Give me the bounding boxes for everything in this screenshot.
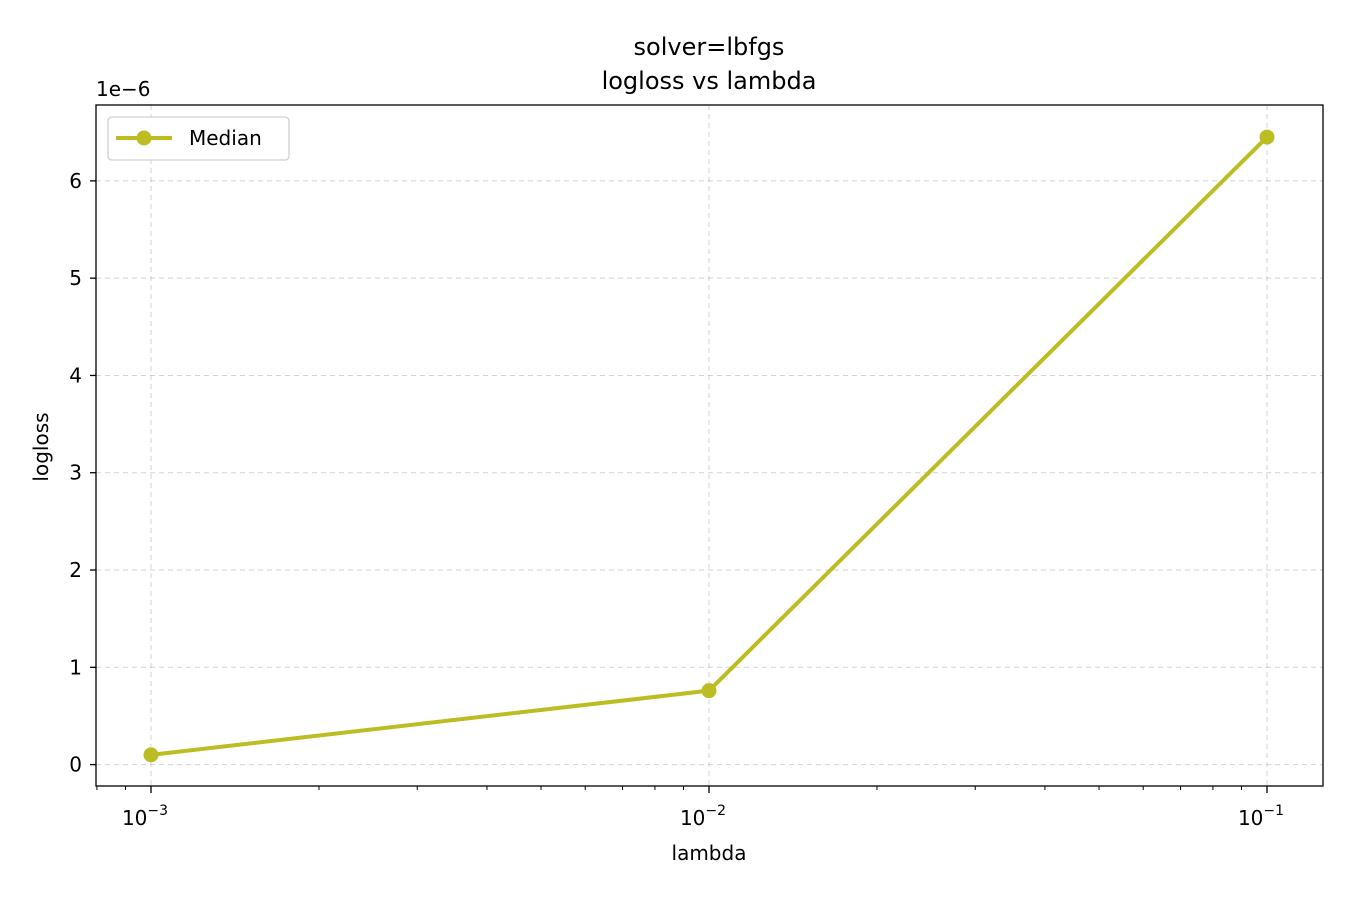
y-tick-label: 6 — [69, 169, 82, 193]
legend-box — [107, 116, 290, 161]
series-point-median — [701, 683, 717, 699]
y-tick-label: 2 — [69, 558, 82, 582]
y-offset-label: 1e−6 — [96, 77, 151, 101]
y-tick-label: 0 — [69, 753, 82, 777]
series-point-median — [1259, 129, 1275, 145]
y-tick-label: 5 — [69, 266, 82, 290]
plot-area-frame — [95, 104, 1324, 787]
chart-title-line-2: logloss vs lambda — [602, 67, 817, 95]
x-tick-label: 10−2 — [680, 803, 726, 830]
legend-series-marker — [136, 130, 152, 146]
chart-title-line-1: solver=lbfgs — [634, 33, 785, 61]
x-tick-label: 10−1 — [1238, 803, 1284, 830]
legend-series-name: Median — [189, 126, 262, 150]
legend: Median — [107, 116, 290, 161]
y-tick-label: 1 — [69, 655, 82, 679]
y-tick-label: 3 — [69, 461, 82, 485]
grid-layer — [96, 105, 1323, 786]
x-axis-label: lambda — [672, 841, 747, 865]
series-layer — [143, 129, 1275, 763]
x-tick-label: 10−3 — [122, 803, 168, 830]
y-axis-label: logloss — [29, 412, 53, 481]
ticks-layer: 0 1 2 3 4 5 6 10−3 10−2 10−1 — [69, 169, 1284, 830]
y-tick-label: 4 — [69, 363, 82, 387]
series-point-median — [143, 747, 159, 763]
